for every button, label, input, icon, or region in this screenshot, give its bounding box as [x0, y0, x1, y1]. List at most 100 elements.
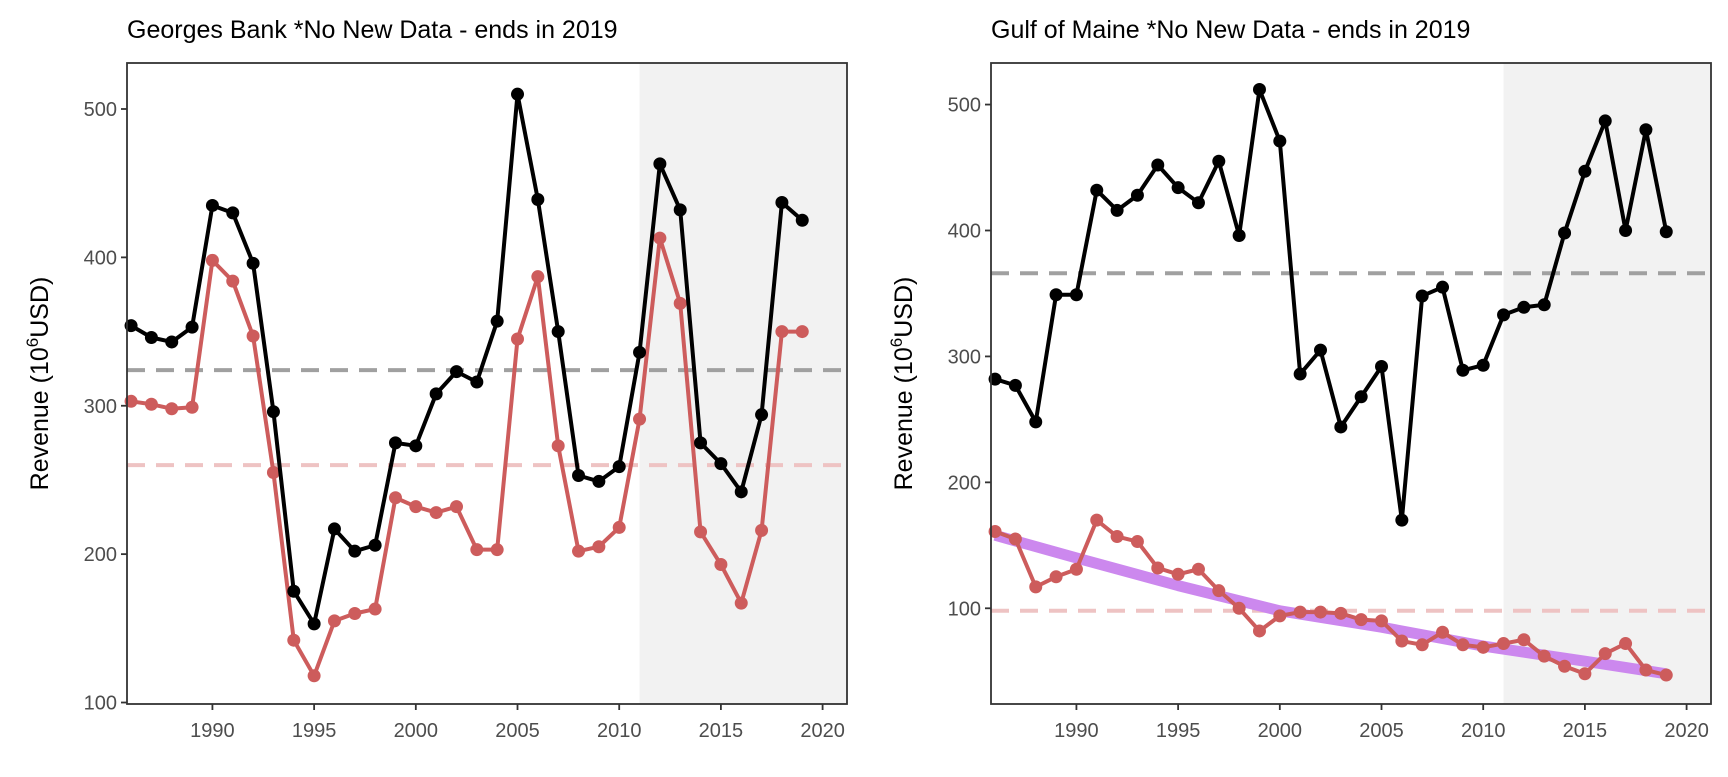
data-point-total: [1293, 367, 1307, 381]
y-axis-label: Revenue (106USD): [23, 277, 54, 491]
data-point-total: [429, 387, 443, 401]
data-point-managed: [1008, 532, 1022, 546]
data-point-total: [368, 538, 382, 552]
data-point-managed: [1598, 647, 1612, 661]
y-tick-label: 100: [948, 598, 981, 620]
data-point-total: [1497, 308, 1511, 322]
data-point-managed: [1090, 513, 1104, 527]
series-line-total: [130, 92, 804, 626]
data-point-managed: [266, 466, 280, 480]
data-point-total: [775, 195, 789, 209]
plot-frame: [126, 62, 848, 705]
data-point-total: [1029, 415, 1043, 429]
x-tick-label: 1990: [1054, 720, 1099, 742]
data-point-managed: [775, 325, 789, 339]
data-point-managed: [633, 412, 647, 426]
data-point-total: [470, 375, 484, 389]
data-point-managed: [1497, 637, 1511, 651]
data-point-total: [755, 408, 769, 422]
data-point-total: [1598, 114, 1612, 128]
data-point-total: [287, 584, 301, 598]
data-point-total: [1537, 298, 1551, 312]
data-point-managed: [226, 274, 240, 288]
data-point-total: [1171, 181, 1185, 195]
data-point-managed: [1578, 667, 1592, 681]
data-point-managed: [1415, 638, 1429, 652]
data-point-total: [409, 439, 423, 453]
data-point-managed: [1273, 609, 1287, 623]
data-point-total: [1252, 82, 1266, 96]
y-tick-label: 200: [948, 472, 981, 494]
data-point-managed: [368, 602, 382, 616]
data-point-managed: [144, 397, 158, 411]
data-point-managed: [612, 520, 626, 534]
data-point-total: [1313, 343, 1327, 357]
data-point-managed: [409, 500, 423, 514]
data-point-managed: [449, 500, 463, 514]
data-point-total: [266, 405, 280, 419]
data-point-total: [1069, 288, 1083, 302]
data-point-managed: [1659, 668, 1673, 682]
x-tick-label: 2015: [1563, 720, 1608, 742]
data-point-total: [653, 157, 667, 171]
data-point-total: [531, 193, 545, 207]
x-tick-label: 2010: [597, 720, 642, 742]
panel-georges-bank: Georges Bank *No New Data - ends in 2019…: [23, 16, 848, 742]
data-point-total: [592, 474, 606, 488]
data-point-total: [1395, 513, 1409, 527]
data-point-managed: [734, 596, 748, 610]
series-line-total: [994, 87, 1669, 523]
data-point-total: [1090, 183, 1104, 197]
data-point-managed: [694, 525, 708, 539]
data-point-total: [1558, 226, 1572, 240]
data-point-managed: [1334, 606, 1348, 620]
x-tick-label: 2015: [699, 720, 744, 742]
y-tick-label: 400: [84, 247, 117, 269]
data-point-managed: [348, 606, 362, 620]
data-point-total: [551, 325, 565, 339]
data-point-total: [307, 617, 321, 631]
data-point-managed: [1151, 561, 1165, 575]
data-point-managed: [1537, 649, 1551, 663]
data-point-total: [1578, 164, 1592, 178]
y-tick-label: 500: [84, 99, 117, 121]
data-point-managed: [165, 402, 179, 416]
y-tick-label: 200: [84, 544, 117, 566]
data-point-managed: [470, 543, 484, 557]
data-point-total: [205, 198, 219, 212]
data-point-total: [1212, 154, 1226, 168]
data-point-managed: [1110, 530, 1124, 544]
data-point-total: [327, 522, 341, 536]
data-point-total: [490, 314, 504, 328]
data-point-managed: [653, 231, 667, 245]
data-point-total: [1110, 203, 1124, 217]
y-tick-label: 300: [948, 346, 981, 368]
data-point-total: [1619, 223, 1633, 237]
data-point-managed: [429, 506, 443, 520]
data-point-total: [1334, 420, 1348, 434]
x-tick-label: 2000: [1258, 720, 1303, 742]
y-tick-label: 400: [948, 220, 981, 242]
data-point-total: [1151, 158, 1165, 172]
data-point-managed: [388, 491, 402, 505]
data-point-managed: [1049, 570, 1063, 584]
data-point-managed: [1456, 638, 1470, 652]
data-point-managed: [1212, 584, 1226, 598]
data-point-total: [734, 485, 748, 499]
data-point-managed: [1436, 625, 1450, 639]
data-point-total: [1639, 123, 1653, 137]
data-point-managed: [1252, 624, 1266, 638]
data-point-total: [694, 436, 708, 450]
data-point-managed: [1313, 605, 1327, 619]
data-point-total: [572, 468, 586, 482]
data-point-managed: [1232, 601, 1246, 615]
shaded-region: [1503, 63, 1711, 704]
data-point-total: [1659, 225, 1673, 239]
data-point-managed: [327, 614, 341, 628]
data-point-total: [185, 320, 199, 334]
data-point-managed: [1639, 663, 1653, 677]
data-point-managed: [755, 523, 769, 537]
data-point-managed: [551, 439, 565, 453]
data-point-total: [1049, 288, 1063, 302]
series-line-managed: [130, 236, 803, 678]
